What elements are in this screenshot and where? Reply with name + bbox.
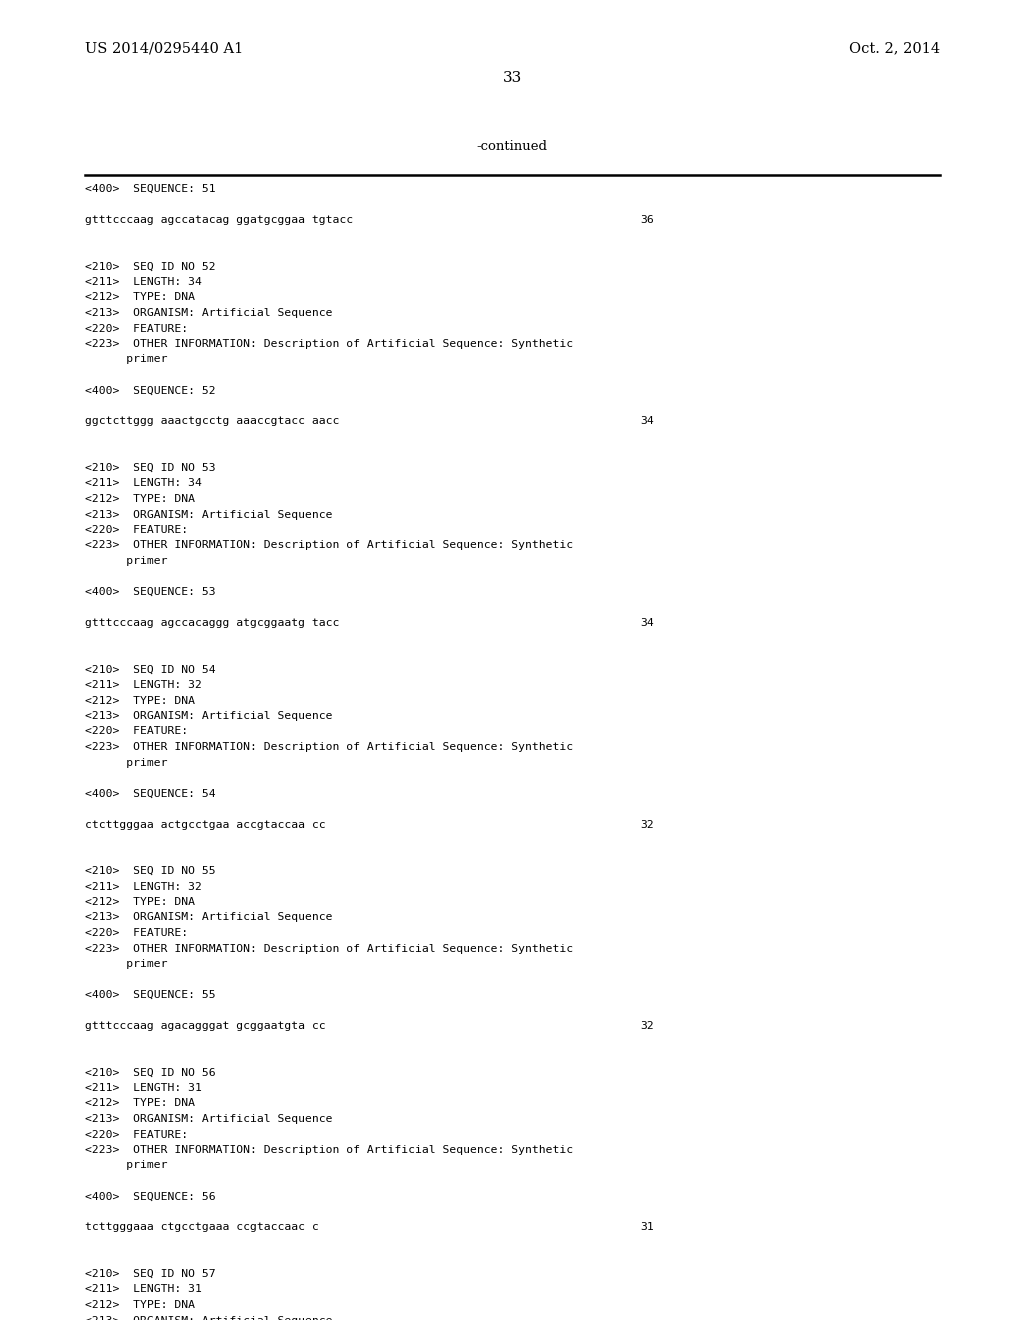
Text: <213>  ORGANISM: Artificial Sequence: <213> ORGANISM: Artificial Sequence <box>85 711 333 721</box>
Text: tcttgggaaa ctgcctgaaa ccgtaccaac c: tcttgggaaa ctgcctgaaa ccgtaccaac c <box>85 1222 318 1233</box>
Text: 31: 31 <box>640 1222 653 1233</box>
Text: <400>  SEQUENCE: 55: <400> SEQUENCE: 55 <box>85 990 216 1001</box>
Text: <212>  TYPE: DNA: <212> TYPE: DNA <box>85 898 195 907</box>
Text: <220>  FEATURE:: <220> FEATURE: <box>85 525 188 535</box>
Text: <223>  OTHER INFORMATION: Description of Artificial Sequence: Synthetic: <223> OTHER INFORMATION: Description of … <box>85 540 573 550</box>
Text: <400>  SEQUENCE: 51: <400> SEQUENCE: 51 <box>85 183 216 194</box>
Text: <211>  LENGTH: 34: <211> LENGTH: 34 <box>85 479 202 488</box>
Text: primer: primer <box>85 758 168 767</box>
Text: -continued: -continued <box>476 140 548 153</box>
Text: primer: primer <box>85 960 168 969</box>
Text: <220>  FEATURE:: <220> FEATURE: <box>85 726 188 737</box>
Text: <223>  OTHER INFORMATION: Description of Artificial Sequence: Synthetic: <223> OTHER INFORMATION: Description of … <box>85 742 573 752</box>
Text: <400>  SEQUENCE: 56: <400> SEQUENCE: 56 <box>85 1192 216 1201</box>
Text: <220>  FEATURE:: <220> FEATURE: <box>85 323 188 334</box>
Text: <210>  SEQ ID NO 53: <210> SEQ ID NO 53 <box>85 463 216 473</box>
Text: <400>  SEQUENCE: 54: <400> SEQUENCE: 54 <box>85 788 216 799</box>
Text: <220>  FEATURE:: <220> FEATURE: <box>85 928 188 939</box>
Text: <400>  SEQUENCE: 53: <400> SEQUENCE: 53 <box>85 587 216 597</box>
Text: gtttcccaag agacagggat gcggaatgta cc: gtttcccaag agacagggat gcggaatgta cc <box>85 1020 326 1031</box>
Text: <212>  TYPE: DNA: <212> TYPE: DNA <box>85 494 195 504</box>
Text: <213>  ORGANISM: Artificial Sequence: <213> ORGANISM: Artificial Sequence <box>85 308 333 318</box>
Text: <213>  ORGANISM: Artificial Sequence: <213> ORGANISM: Artificial Sequence <box>85 1114 333 1125</box>
Text: 33: 33 <box>503 71 521 84</box>
Text: <210>  SEQ ID NO 54: <210> SEQ ID NO 54 <box>85 664 216 675</box>
Text: <212>  TYPE: DNA: <212> TYPE: DNA <box>85 696 195 705</box>
Text: <220>  FEATURE:: <220> FEATURE: <box>85 1130 188 1139</box>
Text: <210>  SEQ ID NO 57: <210> SEQ ID NO 57 <box>85 1269 216 1279</box>
Text: 34: 34 <box>640 417 653 426</box>
Text: <211>  LENGTH: 34: <211> LENGTH: 34 <box>85 277 202 286</box>
Text: 34: 34 <box>640 618 653 628</box>
Text: <223>  OTHER INFORMATION: Description of Artificial Sequence: Synthetic: <223> OTHER INFORMATION: Description of … <box>85 339 573 348</box>
Text: <211>  LENGTH: 31: <211> LENGTH: 31 <box>85 1082 202 1093</box>
Text: 32: 32 <box>640 820 653 829</box>
Text: 32: 32 <box>640 1020 653 1031</box>
Text: <210>  SEQ ID NO 52: <210> SEQ ID NO 52 <box>85 261 216 272</box>
Text: <212>  TYPE: DNA: <212> TYPE: DNA <box>85 293 195 302</box>
Text: <212>  TYPE: DNA: <212> TYPE: DNA <box>85 1300 195 1309</box>
Text: ggctcttggg aaactgcctg aaaccgtacc aacc: ggctcttggg aaactgcctg aaaccgtacc aacc <box>85 417 339 426</box>
Text: Oct. 2, 2014: Oct. 2, 2014 <box>849 41 940 55</box>
Text: 36: 36 <box>640 215 653 224</box>
Text: ctcttgggaa actgcctgaa accgtaccaa cc: ctcttgggaa actgcctgaa accgtaccaa cc <box>85 820 326 829</box>
Text: <211>  LENGTH: 32: <211> LENGTH: 32 <box>85 882 202 891</box>
Text: <213>  ORGANISM: Artificial Sequence: <213> ORGANISM: Artificial Sequence <box>85 912 333 923</box>
Text: <211>  LENGTH: 32: <211> LENGTH: 32 <box>85 680 202 690</box>
Text: <223>  OTHER INFORMATION: Description of Artificial Sequence: Synthetic: <223> OTHER INFORMATION: Description of … <box>85 944 573 953</box>
Text: gtttcccaag agccacaggg atgcggaatg tacc: gtttcccaag agccacaggg atgcggaatg tacc <box>85 618 339 628</box>
Text: <223>  OTHER INFORMATION: Description of Artificial Sequence: Synthetic: <223> OTHER INFORMATION: Description of … <box>85 1144 573 1155</box>
Text: primer: primer <box>85 355 168 364</box>
Text: <210>  SEQ ID NO 56: <210> SEQ ID NO 56 <box>85 1068 216 1077</box>
Text: <213>  ORGANISM: Artificial Sequence: <213> ORGANISM: Artificial Sequence <box>85 1316 333 1320</box>
Text: primer: primer <box>85 1160 168 1171</box>
Text: <212>  TYPE: DNA: <212> TYPE: DNA <box>85 1098 195 1109</box>
Text: <211>  LENGTH: 31: <211> LENGTH: 31 <box>85 1284 202 1295</box>
Text: <213>  ORGANISM: Artificial Sequence: <213> ORGANISM: Artificial Sequence <box>85 510 333 520</box>
Text: US 2014/0295440 A1: US 2014/0295440 A1 <box>85 41 244 55</box>
Text: gtttcccaag agccatacag ggatgcggaa tgtacc: gtttcccaag agccatacag ggatgcggaa tgtacc <box>85 215 353 224</box>
Text: primer: primer <box>85 556 168 566</box>
Text: <400>  SEQUENCE: 52: <400> SEQUENCE: 52 <box>85 385 216 396</box>
Text: <210>  SEQ ID NO 55: <210> SEQ ID NO 55 <box>85 866 216 876</box>
